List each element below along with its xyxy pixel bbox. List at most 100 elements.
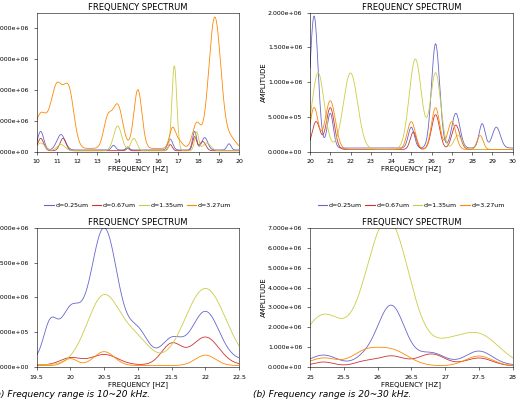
Line: d=3.27um: d=3.27um — [310, 101, 513, 149]
d=0.67um — [307, 362, 313, 367]
d=0.67um — [317, 360, 324, 365]
d=1.35um — [384, 217, 391, 222]
d=0.67um — [327, 105, 334, 110]
d=3.27um — [405, 354, 412, 359]
d=0.67um — [509, 147, 516, 152]
Line: d=1.35um: d=1.35um — [37, 289, 239, 365]
d=3.27um — [127, 136, 133, 141]
d=0.67um — [467, 147, 473, 152]
d=3.27um — [400, 143, 406, 148]
d=0.25um — [504, 361, 510, 366]
d=1.35um — [509, 147, 516, 152]
d=1.35um — [132, 137, 138, 142]
d=1.35um — [307, 323, 313, 328]
d=3.27um — [193, 120, 199, 125]
d=0.67um — [504, 362, 510, 367]
d=3.27um — [230, 136, 236, 141]
d=1.35um — [230, 333, 236, 338]
d=1.35um — [127, 143, 133, 148]
d=0.25um — [230, 352, 236, 357]
d=0.67um — [193, 138, 199, 143]
d=1.35um — [467, 330, 473, 335]
d=3.27um — [504, 362, 510, 367]
d=0.67um — [230, 359, 236, 364]
d=1.35um — [400, 249, 406, 254]
d=0.67um — [132, 148, 138, 153]
d=0.67um — [132, 362, 138, 367]
d=1.35um — [509, 355, 516, 360]
d=0.25um — [307, 357, 313, 362]
d=3.27um — [127, 362, 133, 367]
d=0.25um — [33, 140, 40, 145]
d=3.27um — [236, 363, 242, 368]
d=1.35um — [193, 130, 199, 135]
d=0.25um — [467, 146, 473, 151]
d=1.35um — [33, 143, 40, 148]
Title: FREQUENCY SPECTRUM: FREQUENCY SPECTRUM — [88, 3, 188, 12]
d=1.35um — [236, 343, 242, 348]
d=0.25um — [504, 145, 510, 150]
d=0.67um — [44, 147, 50, 152]
d=0.25um — [311, 13, 317, 18]
d=0.67um — [428, 352, 434, 357]
d=0.25um — [230, 352, 236, 357]
d=0.25um — [127, 146, 133, 151]
d=3.27um — [467, 147, 473, 152]
d=1.35um — [230, 148, 236, 153]
Line: d=3.27um: d=3.27um — [310, 347, 513, 366]
Line: d=3.27um: d=3.27um — [37, 352, 239, 366]
Line: d=0.67um: d=0.67um — [37, 136, 239, 151]
d=1.35um — [44, 362, 50, 367]
d=1.35um — [307, 116, 313, 121]
d=0.25um — [400, 322, 406, 327]
d=0.25um — [405, 334, 412, 339]
Line: d=0.25um: d=0.25um — [37, 228, 239, 358]
d=0.67um — [230, 148, 236, 153]
d=1.35um — [467, 147, 473, 152]
Title: FREQUENCY SPECTRUM: FREQUENCY SPECTRUM — [88, 218, 188, 227]
d=0.67um — [230, 148, 236, 153]
d=1.35um — [230, 333, 236, 338]
d=3.27um — [437, 363, 444, 368]
d=0.25um — [230, 147, 236, 152]
d=0.67um — [504, 147, 510, 152]
d=1.35um — [405, 99, 412, 104]
d=3.27um — [236, 143, 242, 148]
d=3.27um — [44, 363, 50, 368]
d=3.27um — [132, 100, 138, 105]
Line: d=1.35um: d=1.35um — [37, 66, 239, 151]
d=0.67um — [33, 143, 40, 148]
d=0.25um — [33, 353, 40, 358]
d=3.27um — [327, 98, 334, 103]
d=0.25um — [230, 147, 236, 152]
d=0.67um — [236, 361, 242, 366]
d=3.27um — [101, 349, 107, 354]
d=0.67um — [44, 362, 50, 367]
d=1.35um — [202, 286, 209, 291]
d=3.27um — [504, 362, 510, 367]
d=0.25um — [127, 316, 133, 321]
d=0.67um — [127, 147, 133, 152]
Legend: d=0.25um, d=0.67um, d=1.35um, d=3.27um: d=0.25um, d=0.67um, d=1.35um, d=3.27um — [42, 201, 234, 211]
d=3.27um — [509, 147, 516, 152]
d=0.25um — [193, 318, 199, 323]
d=0.67um — [202, 334, 208, 339]
d=0.67um — [504, 147, 510, 152]
Text: (b) Frequency range is 20~30 kHz.: (b) Frequency range is 20~30 kHz. — [253, 390, 411, 399]
d=1.35um — [127, 323, 133, 328]
d=0.67um — [230, 359, 236, 364]
d=1.35um — [400, 135, 406, 140]
d=1.35um — [230, 148, 236, 153]
d=1.35um — [504, 147, 510, 152]
d=1.35um — [412, 57, 418, 62]
d=3.27um — [230, 363, 236, 368]
d=0.25um — [193, 134, 199, 139]
d=0.67um — [307, 138, 313, 143]
Line: d=0.67um: d=0.67um — [310, 354, 513, 366]
d=3.27um — [405, 125, 412, 130]
X-axis label: FREQUENCY [HZ]: FREQUENCY [HZ] — [108, 166, 168, 172]
d=0.67um — [509, 363, 516, 368]
d=3.27um — [307, 122, 313, 127]
Line: d=0.67um: d=0.67um — [37, 337, 239, 365]
d=1.35um — [132, 329, 138, 334]
